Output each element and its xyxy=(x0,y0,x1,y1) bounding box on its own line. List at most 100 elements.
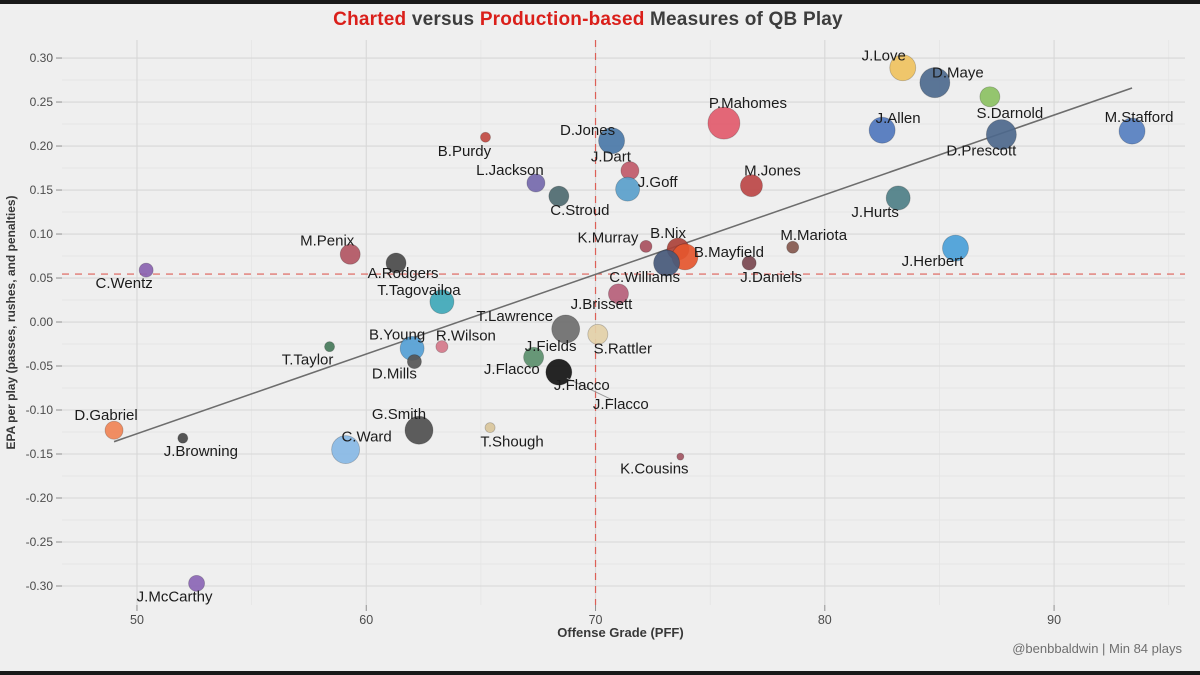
point-label: C.Stroud xyxy=(550,202,609,219)
y-tick-label: 0.25 xyxy=(30,95,54,109)
title-segment-measures: Measures of QB Play xyxy=(644,9,843,30)
point-label: J.Daniels xyxy=(740,269,802,286)
y-tick-label: 0.30 xyxy=(30,51,54,65)
point-label: K.Cousins xyxy=(620,461,688,478)
point-j-allen xyxy=(868,116,896,144)
point-label: D.Jones xyxy=(560,122,615,139)
y-tick-label: -0.10 xyxy=(26,403,54,417)
point-label: T.Shough xyxy=(480,434,543,451)
point-label: C.Williams xyxy=(609,269,680,286)
title-segment-charted: Charted xyxy=(333,9,407,30)
point-j-daniels xyxy=(741,255,757,271)
point-label: D.Mills xyxy=(372,366,417,383)
point-s-darnold xyxy=(979,86,1001,108)
point-label: G.Smith xyxy=(372,406,426,423)
point-label: A.Rodgers xyxy=(368,265,439,282)
point-a-rodgers xyxy=(385,252,407,274)
point-j-hurts xyxy=(885,185,911,211)
point-r-wilson xyxy=(435,340,449,354)
point-j-browning xyxy=(177,432,189,444)
chart-title: Charted versus Production-based Measures… xyxy=(0,9,1176,31)
label-leader-line xyxy=(566,377,612,400)
y-tick-label: -0.05 xyxy=(26,359,54,373)
point-t-tagovailoa xyxy=(429,289,455,315)
y-tick-label: 0.20 xyxy=(30,139,54,153)
point-k-cousins xyxy=(676,452,685,461)
x-tick-label: 90 xyxy=(1047,613,1061,627)
point-j-fields xyxy=(523,346,545,368)
y-tick-label: -0.30 xyxy=(26,579,54,593)
point-label: T.Taylor xyxy=(282,352,334,369)
point-label: J.Flacco xyxy=(484,361,540,378)
point-label: J.Dart xyxy=(591,149,632,166)
point-label: M.Jones xyxy=(744,163,801,180)
point-j-brissett xyxy=(608,283,629,305)
point-label: J.Goff xyxy=(638,174,679,191)
y-axis-title: EPA per play (passes, rushes, and penalt… xyxy=(4,195,18,449)
point-c-stroud xyxy=(548,185,570,207)
point-k-murray xyxy=(639,239,653,253)
point-label: J.Fields xyxy=(525,338,577,355)
point-d-gabriel xyxy=(104,420,124,440)
point-label: D.Maye xyxy=(932,65,984,82)
point-label: B.Nix xyxy=(650,225,686,242)
point-p-mahomes xyxy=(707,106,741,140)
x-axis-title: Offense Grade (PFF) xyxy=(557,625,683,640)
x-tick-label: 70 xyxy=(589,613,603,627)
y-tick-label: 0.00 xyxy=(30,315,54,329)
point-s-rattler xyxy=(587,323,609,345)
point-c-wentz xyxy=(138,262,154,278)
point-label: J.Flacco xyxy=(593,396,649,413)
point-t-lawrence xyxy=(551,314,581,344)
point-label: J.Flacco xyxy=(554,377,610,394)
point-label: M.Stafford xyxy=(1105,109,1174,126)
point-g-smith xyxy=(404,415,434,445)
x-tick-label: 80 xyxy=(818,613,832,627)
point-m-stafford xyxy=(1118,117,1146,145)
point-l-jackson xyxy=(526,173,546,193)
point-m-mariota xyxy=(786,240,800,254)
point-j-love xyxy=(889,54,917,82)
point-t-shough xyxy=(484,422,496,434)
point-label: C.Wentz xyxy=(96,275,153,292)
x-tick-label: 50 xyxy=(130,613,144,627)
trend-line xyxy=(113,87,1133,443)
point-d-jones xyxy=(598,127,625,155)
point-label: J.McCarthy xyxy=(137,588,213,605)
y-tick-label: 0.15 xyxy=(30,183,54,197)
point-d-maye xyxy=(919,67,951,99)
point-label: D.Gabriel xyxy=(74,407,137,424)
x-tick-label: 60 xyxy=(359,613,373,627)
title-segment-versus: versus xyxy=(406,9,480,30)
point-label: J.Brissett xyxy=(571,296,634,313)
point-label: J.Allen xyxy=(876,110,921,127)
y-tick-label: -0.25 xyxy=(26,535,54,549)
point-label: B.Purdy xyxy=(438,143,492,160)
point-label: D.Prescott xyxy=(946,143,1017,160)
title-segment-production: Production-based xyxy=(479,9,645,30)
point-c-ward xyxy=(331,435,361,465)
point-label: J.Browning xyxy=(164,443,238,460)
y-tick-label: -0.15 xyxy=(26,447,54,461)
y-tick-label: 0.05 xyxy=(30,271,54,285)
point-label: B.Young xyxy=(369,326,425,343)
point-label: M.Penix xyxy=(300,232,355,249)
point-label: J.Herbert xyxy=(902,253,965,270)
point-label: J.Hurts xyxy=(851,204,899,221)
point-d-mills xyxy=(406,354,422,370)
point-b-purdy xyxy=(480,131,491,143)
point-j-goff xyxy=(615,176,641,202)
point-d-prescott xyxy=(985,119,1017,150)
point-label: J.Love xyxy=(862,48,906,65)
point-m-jones xyxy=(740,174,763,198)
point-j-flacco xyxy=(545,358,573,386)
point-label: T.Lawrence xyxy=(476,308,553,325)
point-t-taylor xyxy=(324,341,335,353)
point-label: T.Tagovailoa xyxy=(377,282,461,299)
letterbox-bar-top xyxy=(0,0,1200,4)
y-tick-label: 0.10 xyxy=(30,227,54,241)
point-label: B.Mayfield xyxy=(694,244,764,261)
credit-text: @benbbaldwin | Min 84 plays xyxy=(1012,641,1182,656)
